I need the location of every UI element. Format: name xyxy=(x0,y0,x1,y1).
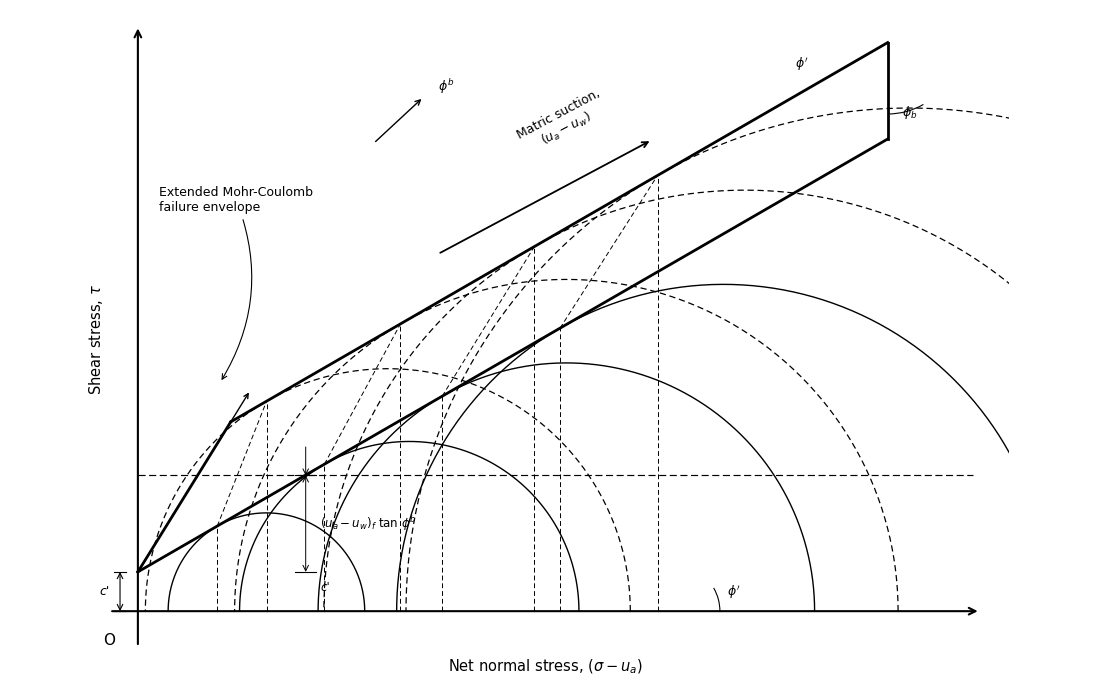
Text: $\phi'$: $\phi'$ xyxy=(795,55,808,73)
Text: c': c' xyxy=(99,585,110,598)
Text: Shear stress, $\tau$: Shear stress, $\tau$ xyxy=(88,285,105,395)
Text: c': c' xyxy=(320,581,330,594)
Text: $\phi'$: $\phi'$ xyxy=(727,584,740,601)
Text: $(u_a - u_w)_f$ tan $\phi^b$: $(u_a - u_w)_f$ tan $\phi^b$ xyxy=(320,514,417,533)
Text: $\phi^b$: $\phi^b$ xyxy=(438,77,454,96)
Text: $\phi_b$: $\phi_b$ xyxy=(902,104,917,120)
Text: Net normal stress, ($\sigma - u_a$): Net normal stress, ($\sigma - u_a$) xyxy=(448,657,642,676)
Text: Matric suction,
$(u_a - u_w)$: Matric suction, $(u_a - u_w)$ xyxy=(514,86,611,158)
Text: O: O xyxy=(103,633,115,648)
Text: Extended Mohr-Coulomb
failure envelope: Extended Mohr-Coulomb failure envelope xyxy=(159,186,314,379)
